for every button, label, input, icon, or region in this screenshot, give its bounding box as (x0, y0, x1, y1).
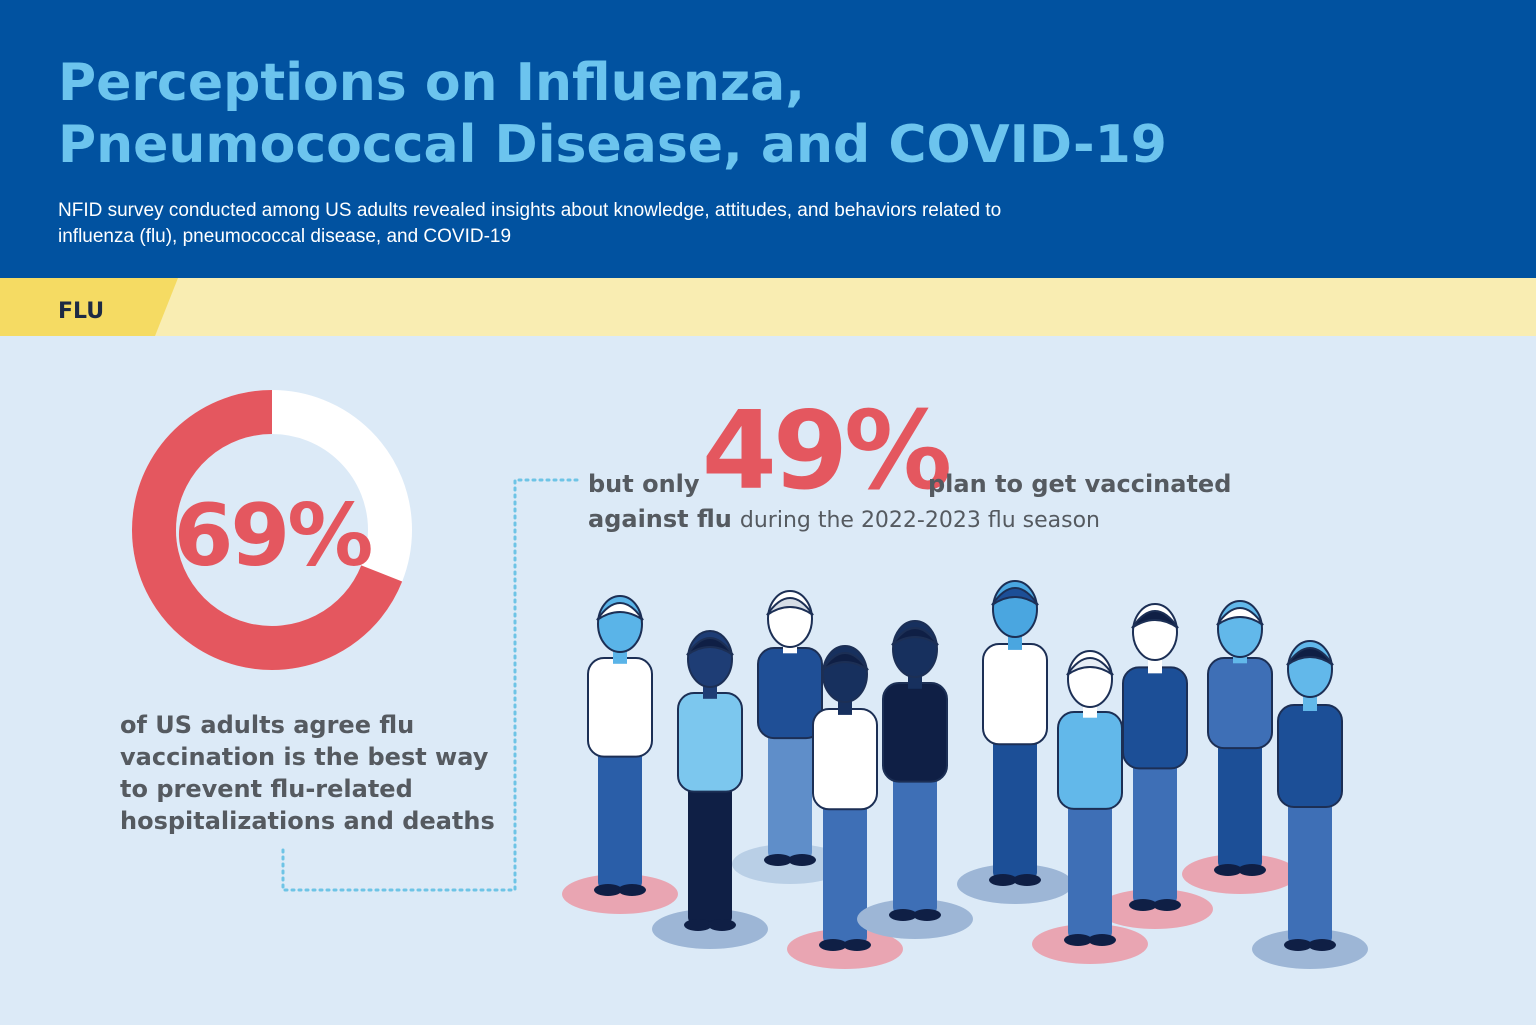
hair (596, 602, 644, 621)
torso (1207, 657, 1273, 750)
shadow (732, 844, 848, 884)
connector (281, 478, 580, 892)
shoe (708, 919, 736, 931)
people-illustration (562, 580, 1368, 969)
donut-arc (132, 390, 403, 670)
shoe (889, 909, 917, 921)
shoe (1238, 864, 1266, 876)
torso (882, 682, 948, 783)
stat-text: vaccination is the best way (120, 743, 489, 771)
shoe (764, 854, 792, 866)
hair (991, 587, 1039, 606)
torso (812, 708, 878, 811)
legs (893, 770, 937, 915)
stat-text-bold: against flu (588, 505, 732, 533)
stat-text: but only (588, 470, 700, 498)
subtitle-line: NFID survey conducted among US adults re… (58, 200, 1001, 221)
section-label: FLU (58, 299, 104, 324)
title-line: Pneumococcal Disease, and COVID-19 (58, 115, 1167, 175)
shoe (1214, 864, 1242, 876)
hair (686, 637, 734, 656)
stat-text: of US adults agree flu (120, 711, 414, 739)
shoe (1064, 934, 1092, 946)
hair (1286, 647, 1334, 666)
legs (993, 732, 1037, 880)
shoe (913, 909, 941, 921)
legs (768, 727, 812, 860)
torso (982, 643, 1048, 746)
hair (1131, 610, 1179, 629)
hair (766, 597, 814, 616)
subtitle-line: influenza (flu), pneumococcal disease, a… (58, 226, 511, 247)
stat-text: against flu during the 2022-2023 flu seas… (588, 505, 1100, 533)
shoe (788, 854, 816, 866)
shadow (652, 909, 768, 949)
torso (587, 657, 653, 758)
shadow (562, 874, 678, 914)
hair (1216, 607, 1264, 626)
shadow (957, 864, 1073, 904)
shoe (594, 884, 622, 896)
shadow (1097, 889, 1213, 929)
header-band (0, 0, 1536, 278)
shadow (787, 929, 903, 969)
shoe (618, 884, 646, 896)
shoe (1153, 899, 1181, 911)
shadow (1252, 929, 1368, 969)
section-tab (0, 278, 178, 336)
shoe (1013, 874, 1041, 886)
shoe (1088, 934, 1116, 946)
shoe (819, 939, 847, 951)
hair (1066, 657, 1114, 676)
hair (821, 652, 869, 671)
legs (1288, 795, 1332, 945)
shoe (1308, 939, 1336, 951)
shoe (1284, 939, 1312, 951)
shadow (1032, 924, 1148, 964)
section-band (0, 278, 1536, 336)
legs (1218, 737, 1262, 870)
legs (1068, 797, 1112, 940)
legs (1133, 756, 1177, 905)
big-stat: 49% (702, 389, 949, 514)
torso (677, 692, 743, 793)
shoe (1129, 899, 1157, 911)
torso (1277, 704, 1343, 808)
title-line: Perceptions on Influenza, (58, 53, 805, 113)
hair (891, 627, 939, 646)
stat-text: to prevent flu-related (120, 775, 413, 803)
stat-text: hospitalizations and deaths (120, 807, 495, 835)
donut (132, 390, 412, 670)
legs (688, 780, 732, 925)
torso (1057, 711, 1123, 810)
stat-text: plan to get vaccinated (928, 470, 1231, 498)
shoe (989, 874, 1017, 886)
stat-text-rest: during the 2022-2023 flu season (740, 508, 1100, 533)
legs (823, 797, 867, 945)
legs (598, 745, 642, 890)
shoe (684, 919, 712, 931)
torso (1122, 666, 1188, 770)
shadow (857, 899, 973, 939)
big-stat: 69% (174, 486, 372, 586)
shadow (1182, 854, 1298, 894)
shoe (843, 939, 871, 951)
